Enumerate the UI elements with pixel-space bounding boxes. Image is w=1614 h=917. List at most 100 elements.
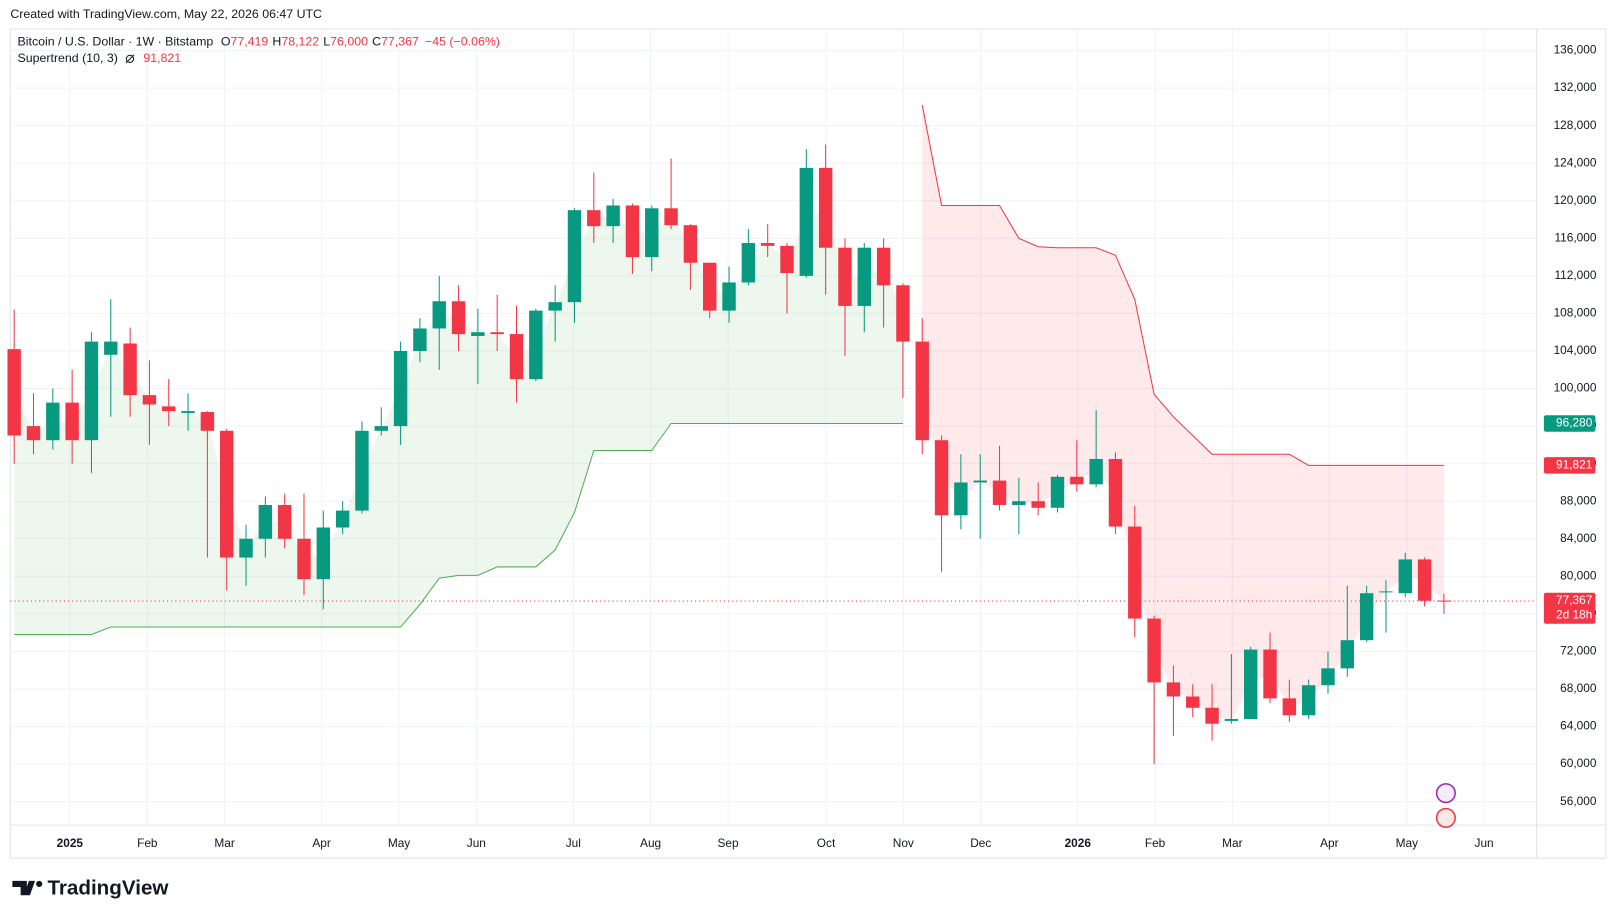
candle-body (413, 328, 427, 351)
candle-body (1128, 526, 1142, 619)
candle-body (1359, 593, 1374, 641)
candle-body (297, 538, 311, 580)
hidden-icon[interactable] (125, 54, 135, 63)
x-tick-label: 2026 (1065, 836, 1092, 850)
candle-body (1012, 501, 1026, 505)
candle-body (973, 480, 987, 483)
y-tick-label: 104,000 (1554, 343, 1597, 357)
x-tick-label: Mar (214, 836, 234, 850)
ohlc-key: H (272, 35, 281, 49)
candle-body (258, 504, 273, 539)
candle-body (1379, 591, 1393, 593)
candle-body (200, 412, 215, 431)
candle-body (683, 225, 698, 263)
candle-body (432, 301, 446, 329)
candle-body (1321, 668, 1335, 686)
candle-body (277, 504, 292, 539)
y-tick-label: 108,000 (1554, 306, 1597, 320)
logo-text: TradingView (47, 877, 169, 900)
y-tick-label: 56,000 (1560, 794, 1597, 808)
candle-body (1282, 698, 1297, 716)
candle-body (84, 341, 99, 441)
candle-body (65, 402, 79, 441)
candle-body (393, 350, 408, 427)
assistant-icon[interactable] (1435, 783, 1456, 804)
y-tick-label: 72,000 (1560, 644, 1597, 658)
y-tick-label: 132,000 (1554, 80, 1597, 94)
x-tick-label: Jun (1475, 836, 1494, 850)
x-tick-label: Dec (970, 836, 991, 850)
candle-body (1031, 501, 1045, 508)
candle-body (1340, 640, 1355, 669)
price-tag (1543, 457, 1596, 474)
x-tick-label: Oct (817, 836, 836, 850)
candle-body (490, 332, 504, 335)
candle-body (664, 208, 678, 226)
candle-body (1224, 719, 1239, 721)
candle-body (915, 341, 929, 441)
chart-frame (9, 28, 1607, 859)
candle-body (1186, 696, 1200, 708)
indicator-value: 91,821 (143, 51, 181, 65)
y-tick-label: 112,000 (1554, 268, 1596, 282)
candle-body (239, 538, 253, 558)
x-tick-label: Feb (1145, 836, 1166, 850)
candle-body (529, 310, 543, 380)
candle-body (1263, 649, 1277, 699)
y-tick-label: 136,000 (1554, 43, 1597, 57)
candle-body (104, 341, 118, 355)
price-tag-label: 96,280 (1556, 416, 1593, 430)
ohlc-value: 77,419 (230, 35, 268, 49)
candle-body (316, 527, 331, 580)
candle-body (703, 262, 717, 311)
y-tick-label: 60,000 (1560, 756, 1597, 770)
caption: Created with TradingView.com, May 22, 20… (10, 7, 322, 21)
x-tick-label: May (388, 836, 410, 850)
candle-body (1417, 559, 1432, 601)
candle-body (374, 426, 388, 431)
x-tick-label: Feb (137, 836, 158, 850)
supertrend-fill (14, 207, 903, 635)
candle-body (954, 482, 968, 516)
candle-body (625, 205, 640, 258)
candle-body (509, 334, 524, 380)
candle-body (896, 285, 910, 342)
candle-body (7, 349, 21, 436)
candle-body (1147, 618, 1161, 683)
region-icon[interactable] (1435, 807, 1456, 828)
candle-body (838, 247, 852, 306)
candle-body (548, 302, 562, 311)
logo-mark (12, 880, 36, 896)
candle-body (451, 301, 466, 335)
candle-body (567, 210, 582, 303)
x-tick-label: Apr (1320, 836, 1339, 850)
candle-body (1050, 476, 1065, 508)
ohlc-key: O (221, 35, 231, 49)
candle-body (1398, 559, 1412, 594)
candle-body (857, 247, 871, 306)
axes: 56,00060,00064,00068,00072,00076,00080,0… (57, 43, 1597, 850)
legend-header: Bitcoin / U.S. Dollar · 1W · Bitstamp O7… (18, 35, 500, 49)
candle-body (587, 210, 601, 227)
price-tag-countdown: 2d 18h (1556, 608, 1592, 622)
x-tick-label: Jun (467, 836, 486, 850)
x-tick-label: May (1396, 836, 1418, 850)
ohlc-value: 77,367 (381, 35, 419, 49)
y-tick-label: 100,000 (1554, 381, 1597, 395)
hidden-icon-slash (125, 54, 135, 64)
candle-body (1089, 458, 1103, 485)
candle-body (220, 430, 234, 558)
logo: TradingView (12, 877, 169, 900)
y-tick-label: 84,000 (1560, 531, 1597, 545)
candle-body (992, 480, 1007, 505)
x-tick-label: Jul (566, 836, 581, 850)
candle-body (46, 402, 60, 441)
y-tick-label: 124,000 (1554, 155, 1597, 169)
candle-body (471, 332, 485, 336)
candle-body (760, 243, 775, 246)
symbol-title: Bitcoin / U.S. Dollar · 1W · Bitstamp (18, 35, 214, 49)
grid (10, 28, 1537, 826)
candle-body (181, 411, 195, 413)
